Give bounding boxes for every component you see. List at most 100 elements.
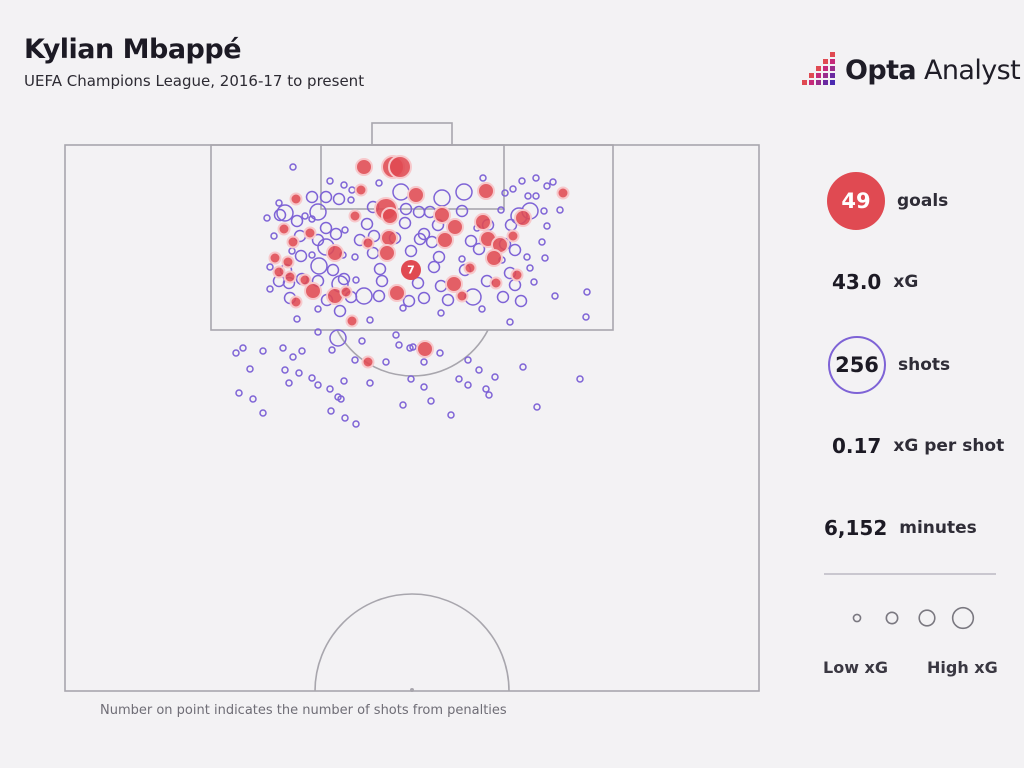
goals-label: goals: [897, 191, 949, 211]
shot-point: [366, 379, 374, 387]
shot-point: [420, 383, 428, 391]
shot-point: [485, 391, 493, 399]
shot-point: [526, 264, 534, 272]
goal-point: [283, 270, 297, 284]
shot-point: [314, 305, 322, 313]
stats-divider: [824, 573, 996, 575]
shot-point: [427, 397, 435, 405]
shot-point: [266, 263, 274, 271]
goal-point: [380, 229, 398, 247]
shot-point: [259, 347, 267, 355]
shot-point: [355, 287, 373, 305]
shot-point: [305, 190, 319, 204]
shot-point: [412, 205, 426, 219]
shot-point: [532, 174, 540, 182]
shot-point: [249, 395, 257, 403]
pitch-boundary: [64, 144, 760, 692]
shot-point: [543, 182, 551, 190]
shot-point: [314, 381, 322, 389]
goals-layer: [268, 155, 570, 369]
shot-point: [266, 285, 274, 293]
shot-point: [413, 232, 427, 246]
shot-point: [326, 263, 340, 277]
shot-point: [259, 409, 267, 417]
shot-point: [351, 356, 359, 364]
legend-size-circle: [885, 611, 899, 625]
shot-point: [556, 206, 564, 214]
goal-point: [445, 275, 463, 293]
goal-point: [463, 261, 477, 275]
goal-point: [354, 183, 368, 197]
legend-size-circle: [918, 609, 936, 627]
legend-size-circle: [951, 606, 975, 630]
goal-point: [514, 209, 532, 227]
minutes-value: 6,152: [824, 516, 888, 540]
goal-point: [355, 158, 373, 176]
shot-point: [309, 203, 327, 221]
goal-point: [348, 209, 362, 223]
centre-spot: [410, 688, 414, 692]
footnote: Number on point indicates the number of …: [100, 703, 507, 718]
legend-high-label: High xG: [927, 658, 998, 677]
shot-point: [458, 255, 466, 263]
penalty-count-label: 7: [407, 264, 415, 277]
shot-point: [263, 214, 271, 222]
shot-point: [576, 375, 584, 383]
goal-point: [268, 251, 282, 265]
shot-point: [326, 385, 334, 393]
goal-point: [407, 186, 425, 204]
goal-point: [556, 186, 570, 200]
shot-point: [239, 344, 247, 352]
shot-point: [455, 183, 473, 201]
shot-point: [518, 177, 526, 185]
shots-label: shots: [898, 355, 951, 375]
goal-point: [510, 268, 524, 282]
goal-point: [388, 155, 412, 179]
shot-point: [232, 349, 240, 357]
goal-point: [339, 285, 353, 299]
shot-point: [501, 189, 509, 197]
shot-point: [519, 363, 527, 371]
shot-point: [392, 331, 400, 339]
shot-point: [407, 375, 415, 383]
shot-point: [432, 250, 446, 264]
stat-xg: 43.0 xG: [832, 270, 918, 294]
shot-point: [582, 313, 590, 321]
penalty-marker: 7: [401, 260, 421, 280]
shot-point: [475, 366, 483, 374]
shot-point: [347, 196, 355, 204]
shot-point: [496, 290, 510, 304]
shots-layer: [232, 163, 591, 428]
shot-point: [373, 262, 387, 276]
shot-point: [308, 215, 316, 223]
shot-point: [434, 279, 448, 293]
shot-point: [541, 254, 549, 262]
stat-shots: 256 shots: [828, 336, 950, 394]
shot-point: [433, 189, 451, 207]
shot-point: [270, 232, 278, 240]
shot-point: [352, 276, 360, 284]
stat-goals: 49 goals: [827, 172, 948, 230]
shot-point: [455, 375, 463, 383]
goal-point: [378, 244, 396, 262]
shot-point: [479, 174, 487, 182]
shot-point: [294, 249, 308, 263]
legend-size-circle: [852, 613, 862, 623]
shot-point: [341, 414, 349, 422]
goal-point: [281, 255, 295, 269]
shot-point: [351, 253, 359, 261]
shots-badge: 256: [828, 336, 886, 394]
goal-point: [286, 235, 300, 249]
shot-point: [482, 385, 490, 393]
shot-point: [464, 234, 478, 248]
goal-point: [298, 273, 312, 287]
goal-point: [436, 231, 454, 249]
shot-point: [399, 202, 413, 216]
shot-point: [514, 294, 528, 308]
xg-per-shot-label: xG per shot: [893, 436, 1005, 456]
shot-point: [327, 407, 335, 415]
shot-point: [417, 291, 431, 305]
opta-mark-icon: [802, 52, 835, 85]
goal-point: [506, 229, 520, 243]
shot-point: [279, 344, 287, 352]
